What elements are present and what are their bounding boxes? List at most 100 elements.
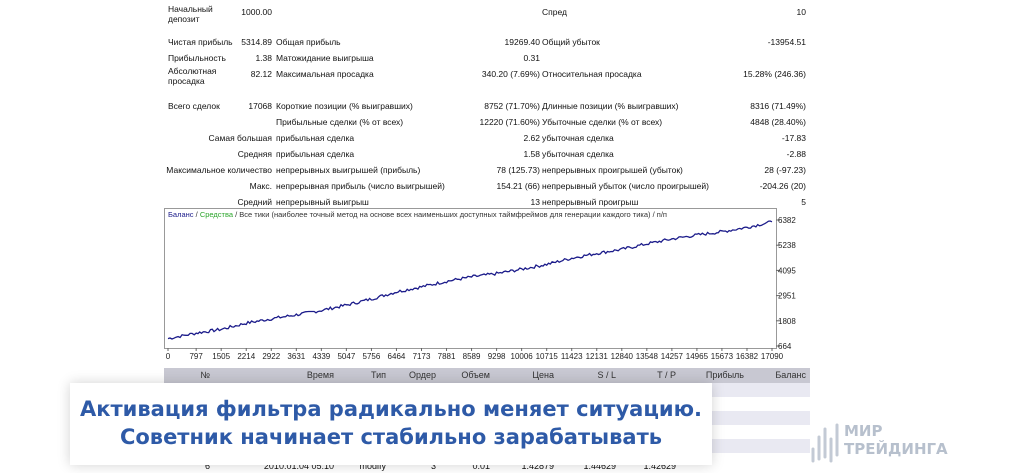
report-cell: Прибыльные сделки (% от всех) [276, 117, 404, 127]
report-cell: -17.83 [781, 133, 806, 143]
x-tick-label: 12131 [586, 352, 609, 361]
x-tick-label: 1505 [212, 352, 230, 361]
report-cell: непрерывная прибыль (число выигрышей) [276, 181, 445, 191]
report-cell: непрерывный убыток (число проигрышей) [542, 181, 709, 191]
x-tick-label: 10715 [536, 352, 559, 361]
column-header: T / P [657, 370, 676, 380]
x-tick-label: 7881 [438, 352, 456, 361]
report-cell: прибыльная сделка [276, 133, 355, 143]
chart-svg: Баланс / Средства / Все тики (наиболее т… [164, 208, 796, 361]
x-tick-label: 3631 [287, 352, 305, 361]
x-tick-label: 8589 [463, 352, 481, 361]
report-row: Чистая прибыль 5314.89 Общая прибыль 19269.… [164, 34, 810, 50]
table-cell: 3 [430, 461, 436, 471]
x-tick-label: 4339 [312, 352, 330, 361]
table-cell: 1.42879 [521, 461, 554, 471]
report-cell: Относительная просадка [542, 69, 642, 79]
report-cell: -13954.51 [767, 37, 806, 47]
report-cell: 17068 [248, 101, 272, 111]
y-tick-label: 2951 [778, 292, 796, 301]
report-cell: 82.12 [250, 69, 272, 79]
y-tick-label: 664 [778, 342, 792, 351]
report-cell: 28 (-97.23) [764, 165, 806, 175]
report-cell: 15.28% (246.36) [743, 69, 806, 79]
y-tick-label: 4095 [778, 266, 796, 275]
report-cell: непрерывный выигрыш [276, 197, 369, 207]
report-cell: Средний [237, 197, 272, 207]
banner-line-1: Активация фильтра радикально меняет ситу… [79, 397, 703, 421]
report-cell: 78 (125.73) [496, 165, 540, 175]
logo-text-1: МИР [844, 422, 883, 440]
report-cell: -2.88 [786, 149, 806, 159]
x-tick-label: 14965 [686, 352, 709, 361]
report-cell: Матожидание выигрыша [276, 53, 374, 63]
column-header: Баланс [775, 370, 806, 380]
column-header: Объем [461, 370, 490, 380]
table-cell: 1.42629 [643, 461, 676, 471]
x-tick-label: 16382 [736, 352, 759, 361]
table-cell: 2010.01.04 05:10 [263, 461, 334, 471]
report-cell: 19269.40 [504, 37, 540, 47]
report-cell: Убыточные сделки (% от всех) [542, 117, 663, 127]
report-row: Средний непрерывный выигрыш 13 непрерывный … [164, 194, 810, 210]
column-header: № [200, 370, 210, 380]
report-cell: Максимальное количество [166, 165, 272, 175]
table-cell: modify [359, 461, 386, 471]
legend-sep1: / [194, 210, 200, 219]
report-cell: Абсолютная просадка [168, 66, 217, 86]
logo-text-2: ТРЕЙДИНГА [844, 440, 948, 458]
report-row: Всего сделок 17068 Короткие позиции (% выи… [164, 98, 810, 114]
series-line-balance [167, 220, 773, 340]
logo: МИР ТРЕЙДИНГА [806, 415, 956, 465]
x-tick-label: 14257 [661, 352, 684, 361]
x-tick-label: 2922 [262, 352, 280, 361]
x-tick-label: 6464 [388, 352, 406, 361]
chart-legend: Баланс / Средства / Все тики (наиболее т… [168, 210, 667, 219]
table-cell: 0.01 [472, 461, 490, 471]
report-cell: 1.38 [255, 53, 272, 63]
column-header: Цена [532, 370, 554, 380]
column-header: Прибыль [705, 370, 744, 380]
report-cell: 13 [530, 197, 540, 207]
y-tick-label: 6382 [778, 216, 796, 225]
report-row: Максимальное количество непрерывных выигр… [164, 162, 810, 178]
report-cell: 340.20 (7.69%) [481, 69, 540, 79]
report-cell: непрерывных проигрышей (убыток) [542, 165, 683, 175]
report-cell: Средняя [237, 149, 272, 159]
x-tick-label: 9298 [488, 352, 506, 361]
report-cell: 0.31 [523, 53, 540, 63]
report-cell: убыточная сделка [542, 133, 614, 143]
logo-icon [811, 423, 839, 463]
column-header: Время [306, 370, 334, 380]
legend-balance: Баланс [168, 210, 194, 219]
report-cell: непрерывный проигрыш [542, 197, 639, 207]
report-cell: 10 [796, 7, 806, 17]
x-tick-label: 5047 [337, 352, 355, 361]
x-tick-label: 797 [189, 352, 203, 361]
table-row: 6 2010.01.04 05:10 modify 3 0.01 1.42879 1.446… [164, 459, 810, 473]
x-tick-label: 12840 [611, 352, 634, 361]
x-tick-label: 17090 [761, 352, 784, 361]
report-cell: 5314.89 [241, 37, 272, 47]
report-cell: -204.26 (20) [759, 181, 806, 191]
report-cell: 5 [801, 197, 806, 207]
chart-frame [164, 208, 777, 349]
report-cell: 8752 (71.70%) [484, 101, 540, 111]
x-tick-label: 15673 [711, 352, 734, 361]
report-cell: 154.21 (66) [496, 181, 540, 191]
report-cell: Короткие позиции (% выигравших) [276, 101, 413, 111]
x-tick-label: 10006 [511, 352, 534, 361]
report-cell: убыточная сделка [542, 149, 614, 159]
report-row: Самая большая прибыльная сделка 2.62 убыточ… [164, 130, 810, 146]
trades-header: № Время Тип Ордер Объем Цена S / L T / P Прибыль… [164, 368, 810, 383]
report-row: Абсолютная просадка 82.12 Максимальная про… [164, 66, 810, 86]
report-cell: Длинные позиции (% выигравших) [542, 101, 679, 111]
x-tick-label: 5756 [363, 352, 381, 361]
table-cell: 6 [204, 461, 210, 471]
x-tick-label: 13548 [636, 352, 659, 361]
report-cell: Всего сделок [168, 101, 220, 111]
report-cell: Общий убыток [542, 37, 600, 47]
report-cell: Максимальная просадка [276, 69, 374, 79]
report-cell: 12220 (71.60%) [479, 117, 541, 127]
report-cell: прибыльная сделка [276, 149, 355, 159]
